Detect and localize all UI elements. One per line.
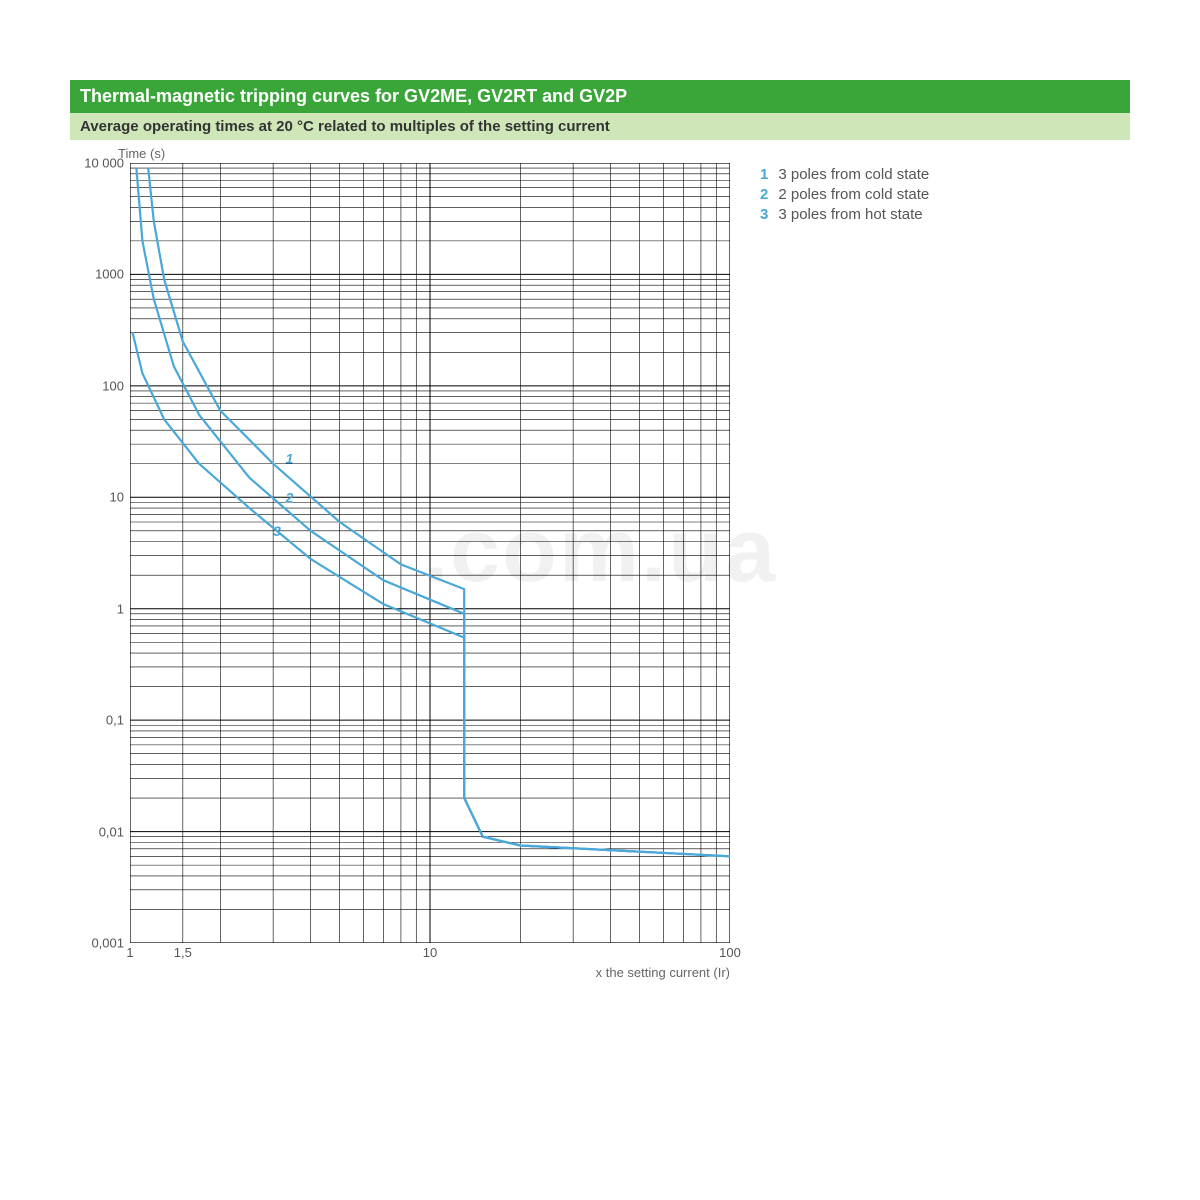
svg-text:1: 1 [286,451,294,467]
plot-area: 123 11,510100 x the setting current (Ir) [130,163,730,980]
chart-row: 10 00010001001010,10,010,001 123 11,5101… [70,163,1130,980]
legend-text: 3 poles from cold state [778,166,929,183]
legend-number: 3 [760,206,768,223]
chart-legend: 1 3 poles from cold state 2 2 poles from co… [760,163,929,226]
chart-title-bar: Thermal-magnetic tripping curves for GV2… [70,80,1130,113]
legend-text: 2 poles from cold state [778,186,929,203]
legend-number: 1 [760,166,768,183]
legend-item: 1 3 poles from cold state [760,166,929,183]
svg-text:2: 2 [285,489,294,505]
legend-item: 2 2 poles from cold state [760,186,929,203]
x-tick: 1,5 [174,945,192,960]
page: .com.ua Thermal-magnetic tripping curves… [0,0,1200,1200]
y-tick: 100 [102,378,124,393]
y-axis-ticks: 10 00010001001010,10,010,001 [70,163,130,943]
y-axis-label: Time (s) [118,146,1130,161]
y-tick: 0,001 [91,936,124,951]
y-tick: 10 000 [84,156,124,171]
x-axis-label: x the setting current (Ir) [130,965,730,980]
x-tick: 100 [719,945,741,960]
curve-1 [148,168,730,856]
svg-text:3: 3 [273,523,281,539]
y-tick: 0,01 [99,824,124,839]
chart-subtitle-bar: Average operating times at 20 °C related… [70,113,1130,140]
x-tick: 1 [126,945,133,960]
curve-2 [136,168,730,856]
tripping-curve-chart: 1 2 3 [130,163,730,943]
x-axis-ticks: 11,510100 [130,943,730,965]
x-tick: 10 [423,945,437,960]
y-tick: 10 [110,490,124,505]
y-tick: 1 [117,601,124,616]
legend-number: 2 [760,186,768,203]
y-tick: 1000 [95,267,124,282]
y-tick: 0,1 [106,713,124,728]
legend-item: 3 3 poles from hot state [760,206,929,223]
legend-text: 3 poles from hot state [778,206,922,223]
